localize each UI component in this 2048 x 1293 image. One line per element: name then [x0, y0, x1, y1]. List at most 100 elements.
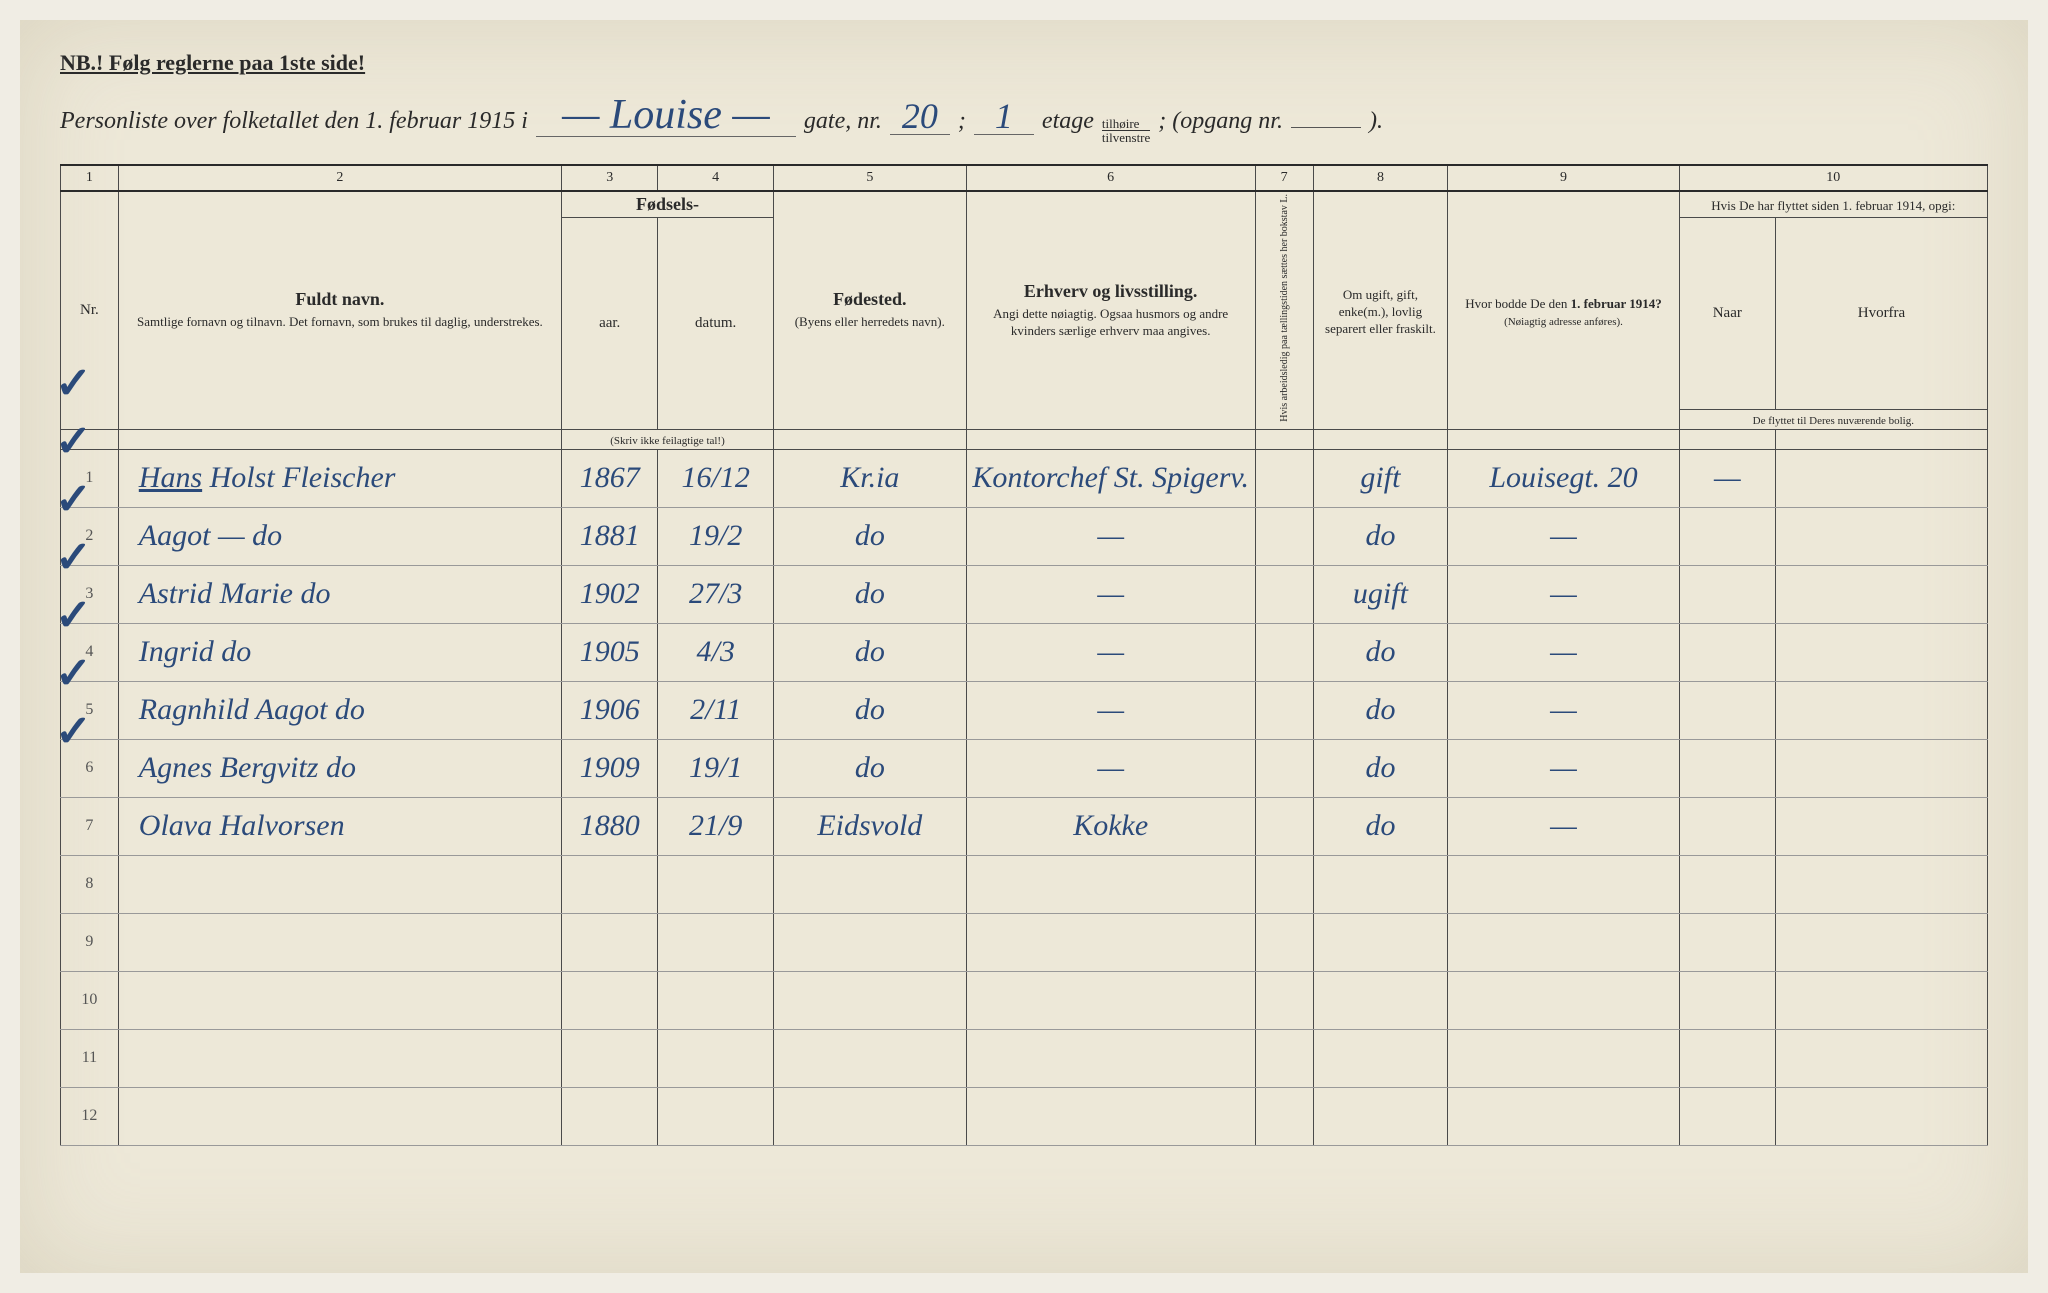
cell-unemployed	[1255, 681, 1313, 739]
cell-birthplace: Eidsvold	[773, 797, 966, 855]
cell-address: Louisegt. 20	[1448, 449, 1679, 507]
cell-name	[118, 913, 561, 971]
cell-name	[118, 855, 561, 913]
cell-birthplace: do	[773, 623, 966, 681]
cell-name: Agnes Bergvitz do	[118, 739, 561, 797]
cell-year	[562, 1029, 658, 1087]
cell-moved-from	[1775, 913, 1987, 971]
table-row: 2Aagot — do188119/2do—do—	[61, 507, 1988, 565]
cell-date: 21/9	[658, 797, 774, 855]
cell-marital	[1313, 1029, 1448, 1087]
row-number: 11	[61, 1029, 119, 1087]
colnum: 3	[562, 165, 658, 191]
head-moved: Hvis De har flyttet siden 1. februar 191…	[1679, 191, 1987, 218]
cell-address: —	[1448, 681, 1679, 739]
head-birth: Fødsels-	[562, 191, 774, 218]
cell-moved-when	[1679, 681, 1775, 739]
cell-unemployed	[1255, 797, 1313, 855]
cell-name	[118, 971, 561, 1029]
cell-unemployed	[1255, 913, 1313, 971]
colnum: 10	[1679, 165, 1987, 191]
cell-year	[562, 1087, 658, 1145]
cell-date	[658, 1029, 774, 1087]
cell-birthplace	[773, 1029, 966, 1087]
colnum: 2	[118, 165, 561, 191]
cell-moved-when	[1679, 797, 1775, 855]
sep: ;	[958, 108, 966, 135]
cell-marital	[1313, 913, 1448, 971]
cell-date	[658, 913, 774, 971]
title-prefix: Personliste over folketallet den 1. febr…	[60, 108, 528, 135]
table-head: 1 2 3 4 5 6 7 8 9 10 Nr. Fuldt navn. Sam…	[61, 165, 1988, 449]
check-icon: ✓	[55, 474, 92, 525]
cell-date: 4/3	[658, 623, 774, 681]
cell-moved-when	[1679, 971, 1775, 1029]
cell-birthplace	[773, 913, 966, 971]
cell-moved-from	[1775, 449, 1987, 507]
cell-marital: ugift	[1313, 565, 1448, 623]
cell-moved-from	[1775, 1029, 1987, 1087]
cell-name: Aagot — do	[118, 507, 561, 565]
cell-moved-when	[1679, 1029, 1775, 1087]
cell-marital: do	[1313, 681, 1448, 739]
cell-unemployed	[1255, 1087, 1313, 1145]
cell-name	[118, 1087, 561, 1145]
close-paren: ).	[1369, 108, 1383, 135]
cell-birthplace	[773, 1087, 966, 1145]
cell-name: Astrid Marie do	[118, 565, 561, 623]
cell-unemployed	[1255, 855, 1313, 913]
census-table: 1 2 3 4 5 6 7 8 9 10 Nr. Fuldt navn. Sam…	[60, 164, 1988, 1146]
cell-year: 1880	[562, 797, 658, 855]
census-form-page: NB.! Følg reglerne paa 1ste side! Person…	[20, 20, 2028, 1273]
cell-moved-from	[1775, 623, 1987, 681]
cell-moved-when	[1679, 507, 1775, 565]
cell-date	[658, 1087, 774, 1145]
header-note-row: (Skriv ikke feilagtige tal!)	[61, 429, 1988, 449]
cell-date: 19/1	[658, 739, 774, 797]
cell-moved-from	[1775, 855, 1987, 913]
cell-address: —	[1448, 739, 1679, 797]
gate-number: 20	[890, 98, 950, 135]
head-marital: Om ugift, gift, enke(m.), lovlig separer…	[1313, 191, 1448, 429]
cell-occupation: Kokke	[966, 797, 1255, 855]
cell-marital: do	[1313, 797, 1448, 855]
row-number: 7	[61, 797, 119, 855]
cell-address: —	[1448, 565, 1679, 623]
cell-address	[1448, 913, 1679, 971]
cell-year	[562, 913, 658, 971]
cell-moved-when	[1679, 623, 1775, 681]
cell-unemployed	[1255, 739, 1313, 797]
cell-year: 1906	[562, 681, 658, 739]
gate-label: gate, nr.	[804, 108, 882, 135]
cell-moved-when	[1679, 855, 1775, 913]
cell-moved-from	[1775, 681, 1987, 739]
cell-moved-from	[1775, 797, 1987, 855]
header-row-1: Nr. Fuldt navn. Samtlige fornavn og tiln…	[61, 191, 1988, 218]
etage-number: 1	[974, 98, 1034, 135]
cell-moved-when	[1679, 739, 1775, 797]
cell-year	[562, 855, 658, 913]
cell-moved-when	[1679, 1087, 1775, 1145]
cell-date: 19/2	[658, 507, 774, 565]
cell-occupation	[966, 971, 1255, 1029]
cell-occupation: —	[966, 507, 1255, 565]
cell-date	[658, 971, 774, 1029]
head-unemployed: Hvis arbeidsledig paa tællingstiden sætt…	[1255, 191, 1313, 429]
cell-birthplace: Kr.ia	[773, 449, 966, 507]
cell-unemployed	[1255, 449, 1313, 507]
opgang-label: ; (opgang nr.	[1158, 108, 1283, 135]
cell-moved-when: —	[1679, 449, 1775, 507]
cell-birthplace	[773, 855, 966, 913]
cell-birthplace	[773, 971, 966, 1029]
cell-address: —	[1448, 797, 1679, 855]
cell-year: 1905	[562, 623, 658, 681]
head-birthplace: Fødested. (Byens eller herredets navn).	[773, 191, 966, 429]
cell-moved-from	[1775, 1087, 1987, 1145]
cell-moved-from	[1775, 971, 1987, 1029]
cell-marital	[1313, 1087, 1448, 1145]
head-moved-from: Hvorfra	[1775, 218, 1987, 410]
cell-name	[118, 1029, 561, 1087]
cell-occupation: —	[966, 623, 1255, 681]
check-icon: ✓	[55, 358, 92, 409]
colnum: 4	[658, 165, 774, 191]
